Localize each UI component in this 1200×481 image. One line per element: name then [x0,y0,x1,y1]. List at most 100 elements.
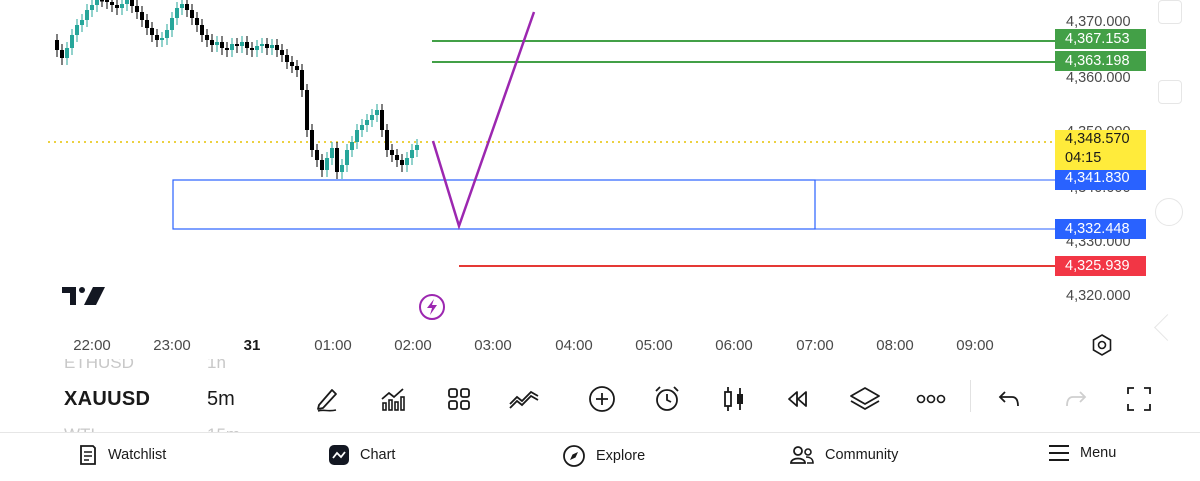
time-axis-label: 01:00 [314,337,352,354]
patterns-icon [509,390,539,409]
time-axis-label: 05:00 [635,337,673,354]
timeframe-picker-next[interactable]: 15m [207,423,240,432]
candle-body [400,160,404,165]
candle-body [310,130,314,150]
more-button[interactable] [912,380,950,418]
candle-body [305,90,309,130]
alert-button[interactable] [648,380,686,418]
object-tree-button[interactable] [846,380,884,418]
undo-button[interactable] [990,380,1028,418]
candle-body [415,145,419,150]
symbol-picker-prev[interactable]: ETHUSD [64,359,134,372]
drawing-tools-button[interactable] [309,380,347,418]
layers-icon [850,387,880,411]
candle-body [60,50,64,58]
candle-body [350,142,354,150]
nav-explore-label: Explore [596,448,646,464]
candle-body [365,120,369,125]
candle-body [260,44,264,46]
patterns-button[interactable] [505,380,543,418]
nav-menu[interactable]: Menu [1048,444,1116,462]
candle-body [215,42,219,45]
candle-body [410,150,414,158]
candle-body [220,42,224,48]
candle-body [290,62,294,66]
price-axis-label: 4,370.000 [1066,14,1131,30]
candle-body [270,45,274,48]
candle-body [375,110,379,115]
nav-explore[interactable]: Explore [562,444,645,468]
symbol-picker[interactable]: XAUUSD [64,388,151,410]
time-axis-label: 06:00 [715,337,753,354]
candle-body [340,165,344,172]
badge-target-2[interactable]: 4,363.198 [1055,51,1146,71]
symbol-picker-next[interactable]: WTI [64,423,95,432]
settings-icon[interactable] [1091,334,1113,356]
candle-body [295,66,299,70]
candle-body [125,0,129,4]
badge-current-price[interactable]: 4,348.570 04:15 [1055,130,1146,170]
candle-body [200,25,204,35]
nav-community[interactable]: Community [789,444,898,466]
badge-zone-bottom[interactable]: 4,332.448 [1055,219,1146,239]
time-axis-label: 22:00 [73,337,111,354]
replay-button[interactable] [779,380,817,418]
badge-stop[interactable]: 4,325.939 [1055,256,1146,276]
time-axis-label: 09:00 [956,337,994,354]
candle-body [390,150,394,155]
layouts-button[interactable] [440,380,478,418]
timeframe-picker-prev[interactable]: 1h [207,359,226,372]
chart-type-button[interactable] [715,380,753,418]
candle-body [315,150,319,160]
candle-body [90,5,94,10]
redo-button[interactable] [1057,380,1095,418]
badge-target-1[interactable]: 4,367.153 [1055,29,1146,49]
nav-chart[interactable]: Chart [328,444,395,466]
bar-countdown: 04:15 [1065,150,1102,166]
demand-zone-rectangle[interactable] [172,179,816,230]
add-button[interactable] [583,380,621,418]
time-axis-label: 03:00 [474,337,512,354]
candle-body [140,12,144,20]
candle-body [75,25,79,35]
candle-body [130,0,134,6]
price-chart[interactable] [0,0,1200,362]
nav-watchlist[interactable]: Watchlist [78,444,166,466]
add-icon [589,386,615,412]
candle-body [255,46,259,50]
candles-icon [724,387,743,411]
time-axis-label: 04:00 [555,337,593,354]
nav-community-label: Community [825,447,899,463]
time-axis-label: 31 [243,337,261,354]
fullscreen-button[interactable] [1120,380,1158,418]
candle-body [285,55,289,62]
candle-body [210,40,214,45]
candle-body [95,0,99,5]
more-icon [916,394,946,404]
community-icon [790,446,814,464]
watchlist-icon [80,445,96,465]
badge-zone-top[interactable]: 4,341.830 [1055,168,1146,190]
candle-body [280,50,284,55]
chart-icon [329,445,349,465]
time-axis-label: 02:00 [394,337,432,354]
indicators-icon [381,388,405,411]
candle-body [160,38,164,40]
alarm-icon [655,386,679,411]
candle-body [170,18,174,30]
indicators-button[interactable] [374,380,412,418]
timeframe-picker[interactable]: 5m [207,388,235,410]
candle-body [265,44,269,48]
candle-body [235,44,239,46]
candle-body [230,44,234,50]
candle-body [405,158,409,165]
bolt-icon[interactable] [418,293,446,321]
chart-area[interactable]: 4,370.000 4,360.000 4,350.000 4,340.000 … [0,0,1200,362]
tradingview-logo-icon [62,287,105,305]
candle-body [195,18,199,25]
current-price-value: 4,348.570 [1065,131,1130,147]
overlay-edge-shape [1158,0,1182,24]
projection-path[interactable] [431,11,536,231]
candle-body [145,20,149,28]
candle-body [70,35,74,48]
